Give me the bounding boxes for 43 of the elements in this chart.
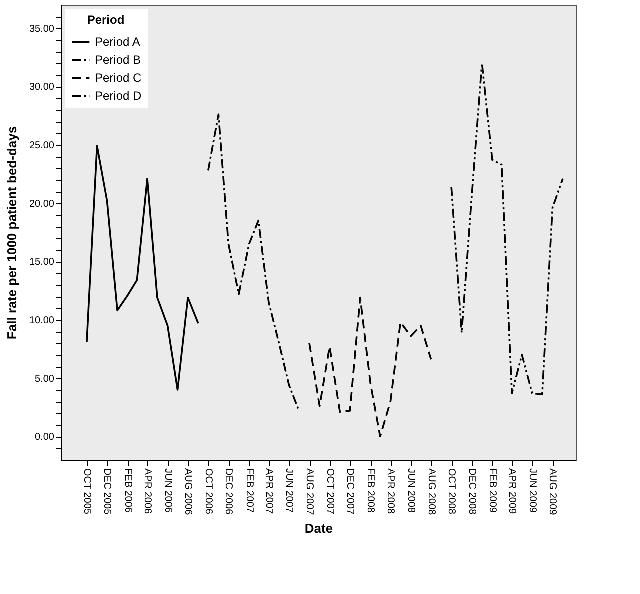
x-tick-label: APR 2009: [506, 468, 518, 515]
y-tick-label: 25.00: [29, 140, 55, 152]
x-tick-label: JUN 2008: [405, 468, 416, 514]
x-tick-label: OCT 2005: [81, 468, 92, 515]
y-tick-label: 0.00: [35, 432, 55, 444]
y-tick-label: 5.00: [35, 374, 55, 385]
x-tick-label: JUN 2007: [284, 468, 295, 514]
line-series: [308, 296, 432, 438]
y-tick-label: 20.00: [29, 198, 55, 210]
x-axis-title: Date: [304, 521, 334, 536]
x-tick-label: FEB 2009: [486, 468, 498, 514]
x-tick-label: FEB 2008: [365, 468, 376, 514]
x-tick-label: DEC 2006: [223, 468, 234, 516]
y-tick-label: 10.00: [29, 316, 55, 326]
x-tick-label: APR 2007: [263, 468, 274, 515]
y-tick-label: 30.00: [29, 82, 55, 94]
legend-label: Period D: [95, 89, 142, 103]
x-tick-label: AUG 2007: [304, 468, 316, 516]
x-tick-label: JUN 2006: [162, 468, 174, 514]
x-tick-label: DEC 2005: [102, 468, 113, 516]
y-tick-label: 15.00: [29, 257, 55, 268]
x-tick-label: FEB 2006: [122, 468, 134, 514]
legend-label: Period B: [95, 53, 142, 67]
line-series: [86, 145, 200, 391]
x-tick-label: AUG 2008: [426, 468, 437, 516]
x-tick-label: OCT 2007: [324, 468, 336, 515]
x-tick-label: JUN 2009: [526, 468, 538, 514]
legend-label: Period A: [95, 35, 140, 49]
x-tick-label: DEC 2007: [344, 468, 356, 516]
x-tick-label: AUG 2009: [547, 468, 558, 516]
x-tick-label: DEC 2008: [466, 468, 478, 516]
x-tick-label: OCT 2008: [446, 468, 458, 515]
y-axis-title: Fall rate per 1000 patient bed-days: [4, 126, 20, 340]
line-series: [450, 62, 564, 396]
legend-label: Period C: [95, 71, 142, 85]
x-tick-label: APR 2008: [385, 468, 396, 515]
x-tick-label: FEB 2007: [244, 468, 255, 514]
x-tick-label: OCT 2006: [202, 468, 214, 515]
x-tick-label: AUG 2006: [182, 468, 194, 516]
y-tick-label: 35.00: [29, 24, 55, 35]
line-series: [207, 114, 300, 412]
legend-title: Period: [87, 13, 125, 27]
x-tick-label: APR 2006: [142, 468, 153, 515]
